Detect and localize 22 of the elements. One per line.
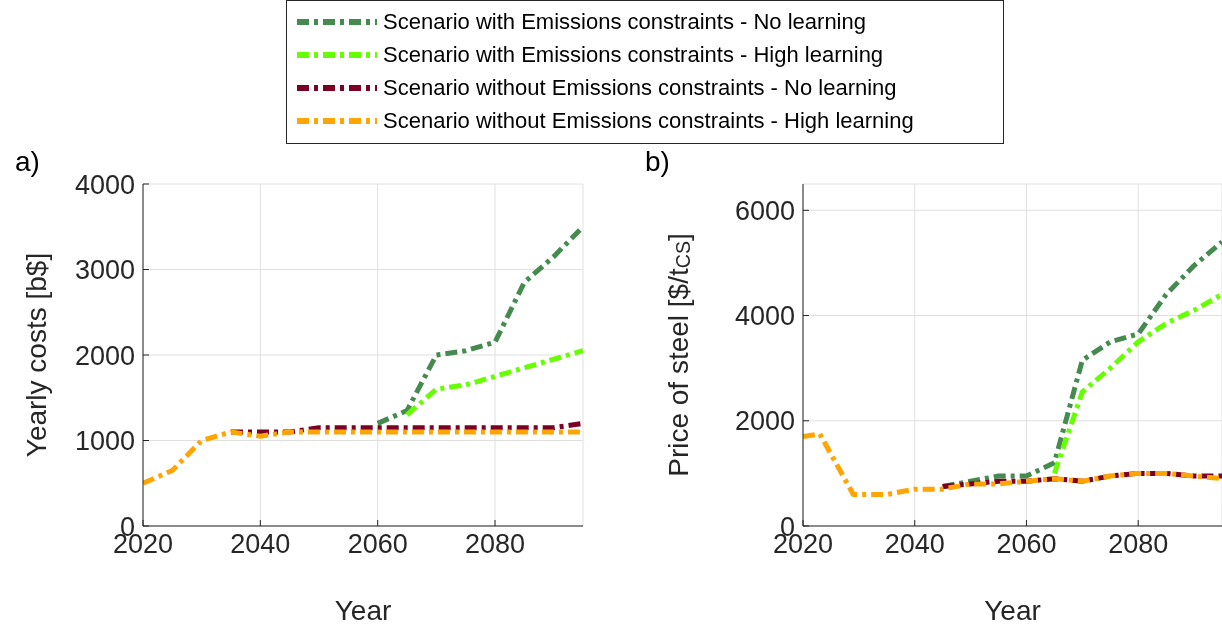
legend-label: Scenario without Emissions constraints - High learning <box>383 107 914 134</box>
x-tick-label: 2060 <box>347 529 408 560</box>
x-tick-label: 2040 <box>230 529 291 560</box>
x-tick-label: 2040 <box>884 529 945 560</box>
y-tick-label: 3000 <box>74 255 135 286</box>
legend-label: Scenario without Emissions constraints - No learning <box>383 74 897 101</box>
y-tick-label: 6000 <box>734 195 795 226</box>
x-axis-title: Year <box>984 595 1041 626</box>
x-tick-label: 2080 <box>1108 529 1169 560</box>
x-tick-label: 2080 <box>464 529 526 560</box>
y-tick-label: 4000 <box>74 169 135 200</box>
chart-title: a) <box>15 146 40 178</box>
legend-label: Scenario with Emissions constraints - No learning <box>383 8 866 35</box>
legend-label: Scenario with Emissions constraints - High learning <box>383 41 884 68</box>
x-tick-label: 2060 <box>996 529 1057 560</box>
chart-title: b) <box>645 146 670 178</box>
y-axis-title: Yearly costs [b$] <box>20 252 52 458</box>
y-tick-label: 2000 <box>734 406 795 437</box>
x-axis-title: Year <box>334 595 392 626</box>
y-tick-label: 4000 <box>734 301 795 332</box>
y-tick-label: 1000 <box>74 426 135 457</box>
y-tick-label: 2000 <box>74 340 135 371</box>
